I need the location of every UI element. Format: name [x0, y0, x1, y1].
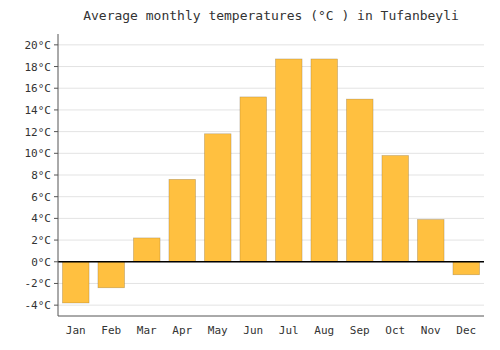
x-axis-line: [58, 316, 484, 317]
bar: [98, 262, 125, 288]
bar: [417, 219, 444, 261]
x-tick-label: Apr: [172, 324, 192, 337]
y-tick: [54, 218, 58, 219]
y-tick: [54, 88, 58, 89]
grid-line: [58, 153, 484, 154]
bars: [62, 59, 479, 303]
x-tick-label: Nov: [421, 324, 441, 337]
x-tick-label: Mar: [137, 324, 157, 337]
y-tick: [54, 131, 58, 132]
bar: [62, 262, 89, 303]
y-tick: [54, 283, 58, 284]
grid-line: [58, 131, 484, 132]
grid-line: [58, 305, 484, 306]
bar: [204, 134, 231, 262]
chart-container: Average monthly temperatures (°C ) in Tu…: [0, 0, 500, 350]
bar: [382, 155, 409, 261]
y-tick-label: 0°C: [31, 256, 51, 269]
y-tick: [54, 175, 58, 176]
grid-line: [58, 196, 484, 197]
x-tick-label: Dec: [456, 324, 476, 337]
y-tick: [54, 305, 58, 306]
bar: [346, 99, 373, 262]
grid-line: [58, 88, 484, 89]
bar: [169, 179, 196, 261]
y-tick: [54, 261, 58, 262]
y-tick-label: 20°C: [25, 39, 52, 52]
y-tick: [54, 44, 58, 45]
x-axis: Jan Feb Mar Apr May Jun Jul Aug Sep Oct Nov Dec: [66, 324, 476, 337]
grid-line: [58, 175, 484, 176]
grid: [58, 45, 484, 305]
bar: [453, 262, 480, 275]
y-tick: [54, 109, 58, 110]
y-tick: [54, 153, 58, 154]
x-tick-label: Oct: [385, 324, 405, 337]
grid-line: [58, 109, 484, 110]
x-tick-label: Jan: [66, 324, 86, 337]
bar: [275, 59, 302, 262]
y-tick: [54, 196, 58, 197]
bar: [311, 59, 338, 262]
y-tick-label: 18°C: [25, 61, 52, 74]
bar: [240, 97, 267, 262]
bar: [133, 238, 160, 262]
grid-line: [58, 66, 484, 67]
title: Average monthly temperatures (°C ) in Tu…: [83, 8, 459, 23]
y-tick: [54, 240, 58, 241]
x-tick-label: Feb: [101, 324, 121, 337]
y-tick-label: 14°C: [25, 104, 52, 117]
y-tick-label: 6°C: [31, 191, 51, 204]
zero-line: [58, 261, 484, 263]
grid-line: [58, 218, 484, 219]
y-tick: [54, 66, 58, 67]
y-tick-label: -2°C: [25, 277, 52, 290]
y-tick-label: 16°C: [25, 82, 52, 95]
y-tick-label: 4°C: [31, 212, 51, 225]
x-tick-label: Aug: [314, 324, 334, 337]
grid-line: [58, 44, 484, 45]
y-tick-label: 12°C: [25, 126, 52, 139]
y-tick-label: 2°C: [31, 234, 51, 247]
y-tick-label: 10°C: [25, 147, 52, 160]
chart-svg: Average monthly temperatures (°C ) in Tu…: [0, 0, 500, 350]
x-tick-label: Jul: [279, 324, 299, 337]
x-tick-label: May: [208, 324, 228, 337]
x-tick-label: Jun: [243, 324, 263, 337]
y-axis: -4°C -2°C 0°C 2°C 4°C 6°C 8°C 10°C 12°C 14°C 16°C 1…: [25, 39, 59, 312]
y-tick-label: -4°C: [25, 299, 52, 312]
y-axis-line: [58, 34, 59, 316]
grid-line: [58, 261, 484, 262]
y-tick-label: 8°C: [31, 169, 51, 182]
x-tick-label: Sep: [350, 324, 370, 337]
